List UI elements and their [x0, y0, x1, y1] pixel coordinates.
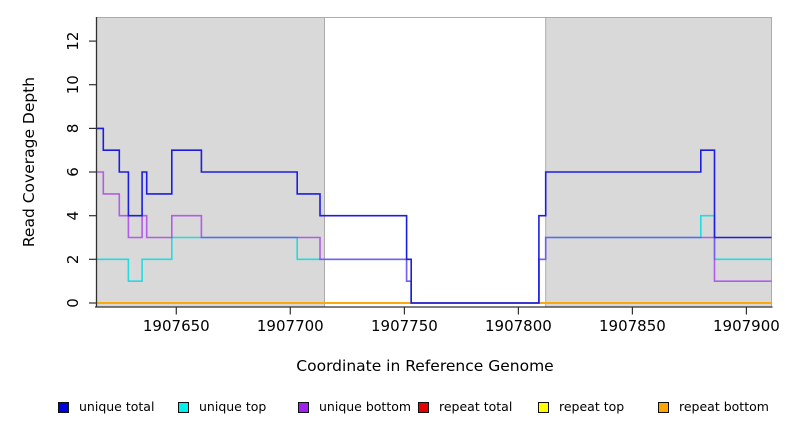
y-tick-label: 4: [64, 211, 82, 221]
y-tick-label: 2: [64, 255, 82, 265]
series-line-unique-bottom: [96, 171, 772, 304]
y-tick-label: 10: [64, 75, 82, 94]
y-tick-label: 0: [64, 298, 82, 308]
x-axis: 1907650 1907700 1907750 1907800 1907850 19079…: [95, 306, 780, 335]
y-axis: 0 2 4 6 8 10 12: [64, 17, 98, 308]
legend-swatch-repeat-top: [538, 402, 549, 413]
legend-swatch-unique-bottom: [298, 402, 309, 413]
shaded-region-1: [545, 17, 773, 308]
series-lines: [96, 127, 772, 304]
series-line-unique-total: [96, 127, 772, 304]
y-tick-label: 8: [64, 124, 82, 134]
x-tick-label: 1907650: [143, 317, 210, 335]
legend-label: unique bottom: [319, 399, 412, 414]
legend-label: unique top: [199, 399, 267, 414]
x-tick-label: 1907900: [713, 317, 780, 335]
legend: unique total unique top unique bottom repea…: [0, 399, 792, 419]
x-tick-label: 1907850: [599, 317, 666, 335]
y-tick-label: 12: [64, 32, 82, 51]
legend-label: repeat total: [439, 399, 513, 414]
shaded-region-0: [96, 17, 325, 308]
legend-swatch-repeat-total: [418, 402, 429, 413]
x-tick-label: 1907750: [371, 317, 438, 335]
legend-swatch-repeat-bottom: [658, 402, 669, 413]
x-axis-title: Coordinate in Reference Genome: [296, 357, 554, 375]
y-tick-label: 6: [64, 167, 82, 177]
x-tick-label: 1907700: [257, 317, 324, 335]
legend-label: repeat top: [559, 399, 625, 414]
legend-swatch-unique-top: [178, 402, 189, 413]
y-axis-title: Read Coverage Depth: [20, 76, 38, 248]
legend-label: unique total: [79, 399, 155, 414]
legend-label: repeat bottom: [679, 399, 769, 414]
x-tick-label: 1907800: [485, 317, 552, 335]
legend-swatch-unique-total: [58, 402, 69, 413]
